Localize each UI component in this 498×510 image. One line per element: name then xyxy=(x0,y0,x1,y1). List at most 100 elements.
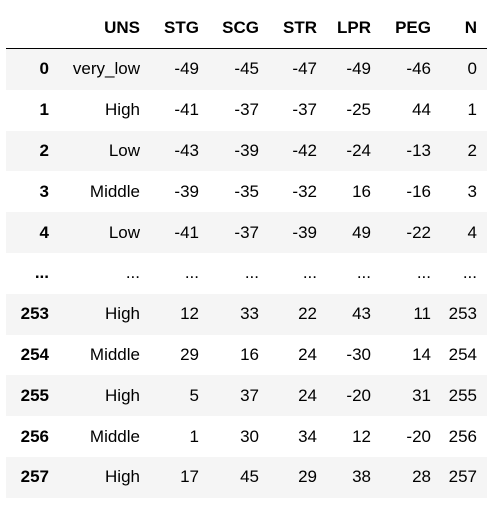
cell-lpr: 38 xyxy=(352,467,371,487)
cell-stg: ... xyxy=(184,263,199,283)
cell-uns: Middle xyxy=(89,344,140,364)
cell-scg: -37 xyxy=(234,100,259,120)
cell-n: 257 xyxy=(448,467,477,487)
cell-scg: -39 xyxy=(234,140,259,160)
cell-stg: 12 xyxy=(180,304,199,324)
cell-stg: 29 xyxy=(180,344,199,364)
cell-scg: ... xyxy=(244,263,259,283)
cell-stg: 17 xyxy=(180,467,199,487)
table-row: 253 High 12 33 22 43 11 253 xyxy=(6,293,487,335)
cell-str: ... xyxy=(302,263,317,283)
row-index: 253 xyxy=(20,304,49,324)
column-header-uns: UNS xyxy=(59,8,150,49)
cell-stg: -43 xyxy=(174,140,199,160)
column-header-stg: STG xyxy=(150,8,209,49)
cell-peg: -22 xyxy=(406,222,431,242)
cell-scg: 30 xyxy=(240,426,259,446)
column-header-str: STR xyxy=(269,8,327,49)
cell-str: 34 xyxy=(298,426,317,446)
cell-scg: -37 xyxy=(234,222,259,242)
cell-str: 24 xyxy=(298,344,317,364)
column-header-peg: PEG xyxy=(381,8,441,49)
cell-scg: 33 xyxy=(240,304,259,324)
row-index: 1 xyxy=(39,100,49,120)
cell-scg: 45 xyxy=(240,467,259,487)
row-index: 4 xyxy=(39,222,49,242)
cell-uns: High xyxy=(105,304,140,324)
row-index: 256 xyxy=(20,426,49,446)
cell-str: -37 xyxy=(292,100,317,120)
row-index: 257 xyxy=(20,467,49,487)
cell-lpr: 12 xyxy=(352,426,371,446)
column-header-lpr: LPR xyxy=(327,8,381,49)
cell-stg: 1 xyxy=(189,426,199,446)
cell-peg: ... xyxy=(416,263,431,283)
cell-scg: -45 xyxy=(234,59,259,79)
cell-peg: -13 xyxy=(406,140,431,160)
cell-scg: -35 xyxy=(234,181,259,201)
cell-uns: very_low xyxy=(72,59,140,79)
cell-stg: -41 xyxy=(174,222,199,242)
table-row: 257 High 17 45 29 38 28 257 xyxy=(6,456,487,498)
cell-str: -47 xyxy=(292,59,317,79)
cell-n: 256 xyxy=(448,426,477,446)
table-header: UNS STG SCG STR LPR PEG N xyxy=(6,8,487,49)
table-row: 0 very_low -49 -45 -47 -49 -46 0 xyxy=(6,48,487,90)
cell-str: -42 xyxy=(292,140,317,160)
cell-lpr: ... xyxy=(356,263,371,283)
table-row: 2 Low -43 -39 -42 -24 -13 2 xyxy=(6,130,487,172)
cell-peg: -16 xyxy=(406,181,431,201)
cell-str: 29 xyxy=(298,467,317,487)
cell-stg: -41 xyxy=(174,100,199,120)
row-index: 255 xyxy=(20,385,49,405)
cell-uns: High xyxy=(105,467,140,487)
cell-uns: Low xyxy=(108,140,140,160)
cell-n: ... xyxy=(462,263,477,283)
table-row: 255 High 5 37 24 -20 31 255 xyxy=(6,375,487,417)
cell-uns: High xyxy=(105,100,140,120)
table-row: 4 Low -41 -37 -39 49 -22 4 xyxy=(6,212,487,253)
row-index: 3 xyxy=(39,181,49,201)
cell-peg: 28 xyxy=(412,467,431,487)
table-row: 254 Middle 29 16 24 -30 14 254 xyxy=(6,334,487,376)
cell-peg: 11 xyxy=(413,304,431,324)
cell-n: 0 xyxy=(467,59,477,79)
table-body: 0 very_low -49 -45 -47 -49 -46 0 1 High … xyxy=(6,48,487,498)
row-index: 2 xyxy=(39,140,49,160)
cell-uns: Middle xyxy=(89,426,140,446)
index-header xyxy=(6,8,59,49)
cell-uns: Middle xyxy=(89,181,140,201)
cell-peg: 31 xyxy=(412,385,431,405)
cell-lpr: -20 xyxy=(346,385,371,405)
cell-peg: -46 xyxy=(406,59,431,79)
cell-uns: ... xyxy=(125,263,140,283)
cell-peg: 44 xyxy=(412,100,431,120)
cell-n: 1 xyxy=(467,100,477,120)
cell-stg: -49 xyxy=(174,59,199,79)
cell-scg: 37 xyxy=(240,385,259,405)
cell-peg: -20 xyxy=(406,426,431,446)
cell-n: 255 xyxy=(448,385,477,405)
cell-lpr: -30 xyxy=(346,344,371,364)
cell-lpr: 49 xyxy=(352,222,371,242)
row-index: ... xyxy=(34,263,49,283)
cell-lpr: -25 xyxy=(346,100,371,120)
table-row: 1 High -41 -37 -37 -25 44 1 xyxy=(6,89,487,131)
cell-peg: 14 xyxy=(412,344,431,364)
cell-uns: Low xyxy=(108,222,140,242)
cell-scg: 16 xyxy=(240,344,259,364)
cell-stg: -39 xyxy=(174,181,199,201)
column-header-n: N xyxy=(441,8,487,49)
cell-str: 22 xyxy=(298,304,317,324)
row-index: 0 xyxy=(39,59,49,79)
cell-lpr: -49 xyxy=(346,59,371,79)
cell-str: 24 xyxy=(298,385,317,405)
cell-str: -39 xyxy=(292,222,317,242)
dataframe-output: UNS STG SCG STR LPR PEG N 0 very_low -49… xyxy=(6,8,487,498)
cell-stg: 5 xyxy=(189,385,199,405)
table-row: 256 Middle 1 30 34 12 -20 256 xyxy=(6,416,487,457)
cell-lpr: 16 xyxy=(352,181,371,201)
cell-n: 4 xyxy=(467,222,477,242)
ellipsis-row: ... ... ... ... ... ... ... ... xyxy=(6,252,487,294)
cell-n: 3 xyxy=(467,181,477,201)
